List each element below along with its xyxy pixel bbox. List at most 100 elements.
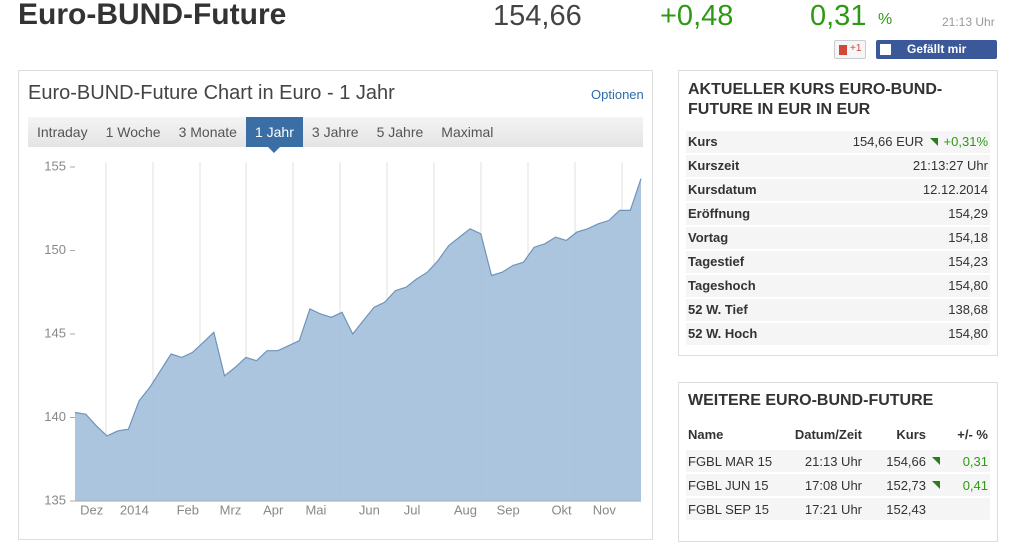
cell: 152,73 [886,478,926,493]
x-tick-label: Sep [497,502,520,517]
row-value: 154,80 [948,326,988,341]
line [74,178,642,437]
price: 154,66 [493,0,582,32]
cell: 152,43 [886,502,926,517]
quote-row: Kurs 154,66 EUR +0,31% [686,131,990,153]
x-tick-label: Mrz [220,502,242,517]
row-value-group: 154,66 EUR +0,31% [853,131,988,153]
quote-row: Kursdatum 12.12.2014 [686,179,990,201]
gplus-button[interactable]: +1 [834,40,866,59]
facebook-icon [880,44,891,55]
row-value-group: 154,18 [948,227,988,249]
chart: 135 140 145 150 155 Dez 2014 Feb Mrz Apr Mai Jun Jul… [44,158,642,517]
column-header: Kurs [896,427,926,442]
x-tick-label: Dez [80,502,103,517]
row-value: 21:13:27 Uhr [912,158,988,173]
quote-row: Vortag 154,18 [686,227,990,249]
column-header: Datum/Zeit [794,427,862,442]
trend-icon [929,138,938,146]
row-bg [686,474,990,496]
x-tick-label: Apr [263,502,284,517]
row-value: 138,68 [948,302,988,317]
row-label: Tagestief [688,254,745,269]
x-tick-label: Okt [551,502,572,517]
tab[interactable]: Intraday [37,124,88,140]
row-value: 154,18 [948,230,988,245]
trend-icon [932,481,940,489]
area [75,178,641,501]
tab[interactable]: 5 Jahre [376,124,424,140]
tab[interactable]: 1 Jahr [245,117,303,153]
x-tick-label: Jul [404,502,421,517]
x-tick-label: Aug [454,502,477,517]
row-value: 154,29 [948,206,988,221]
cell: FGBL JUN 15 [688,478,769,493]
chart-title: Euro-BUND-Future Chart in Euro - 1 Jahr [28,82,395,104]
title: Euro-BUND-Future [18,0,287,31]
y-tick-label: 140 [44,409,66,424]
row-value: 12.12.2014 [922,182,988,197]
gplus-icon [839,45,847,55]
tab[interactable]: 3 Jahre [311,124,359,140]
x-tick-label: Mai [305,502,326,517]
column-header: +/- % [957,427,988,442]
row-value-group: 154,80 [948,323,988,345]
options-link[interactable]: Optionen [591,87,644,102]
x-tick-label: 2014 [120,502,149,517]
row-label: 52 W. Tief [688,302,748,317]
quote-row: Tageshoch 154,80 [686,275,990,297]
facebook-label: Gefällt mir [907,42,967,56]
facebook-button[interactable]: Gefällt mir [876,40,997,59]
row-value-group: 154,23 [948,251,988,273]
tab-bar: Intraday 1 Woche 3 Monate 1 Jahr 3 Jahre 5 Ja… [28,117,643,153]
cell: 17:08 Uhr [804,478,862,493]
cell: 0,31 [962,454,988,469]
row-value-group: 21:13:27 Uhr [913,155,988,177]
x-tick-label: Nov [593,502,617,517]
row-label: 52 W. Hoch [688,326,758,341]
time: 21:13 Uhr [942,15,995,29]
row-bg [686,498,990,520]
trend-icon [932,457,940,465]
page: Euro-BUND-Future 154,66 +0,48 0,31 % 21:… [18,0,998,542]
x-tick-label: Jun [359,502,380,517]
row-label: Kursdatum [688,182,757,197]
row-value-group: 12.12.2014 [923,179,988,201]
cell: 21:13 Uhr [804,454,862,469]
row-label: Eröffnung [688,206,751,221]
cell: FGBL SEP 15 [688,502,769,517]
row-value: 154,80 [948,278,988,293]
cell: 154,66 [886,454,926,469]
cell: 0,41 [962,478,988,493]
row-value: 154,66 EUR [852,134,924,149]
tab[interactable]: Maximal [441,124,494,140]
y-tick-label: 155 [44,158,66,173]
tab[interactable]: 3 Monate [178,124,237,140]
y-tick-label: 135 [44,492,66,507]
quote-row: 52 W. Hoch 154,80 [686,323,990,345]
quote-row: Tagestief 154,23 [686,251,990,273]
row-bg [686,450,990,472]
row-value: 154,23 [948,254,988,269]
y-tick-label: 145 [44,325,66,340]
y-tick-label: 150 [44,242,66,257]
quote-row: Eröffnung 154,29 [686,203,990,225]
row-value-group: 138,68 [948,299,988,321]
change-pct: 0,31 [810,0,867,32]
tab[interactable]: 1 Woche [105,124,161,140]
row-change: +0,31% [943,134,988,149]
column-header: Name [688,427,724,442]
x-tick-label: Feb [177,502,199,517]
quote-row: Kurszeit 21:13:27 Uhr [686,155,990,177]
cell: FGBL MAR 15 [688,454,773,469]
row-label: Kurs [688,134,718,149]
gplus-label: +1 [850,43,862,54]
row-value-group: 154,80 [948,275,988,297]
pct-sign: % [878,11,893,28]
row-label: Kurszeit [688,158,740,173]
row-label: Tageshoch [688,278,756,293]
quote-row: 52 W. Tief 138,68 [686,299,990,321]
cell: 17:21 Uhr [804,502,862,517]
change: +0,48 [660,0,734,32]
more-title: WEITERE EURO-BUND-FUTURE [688,392,934,409]
